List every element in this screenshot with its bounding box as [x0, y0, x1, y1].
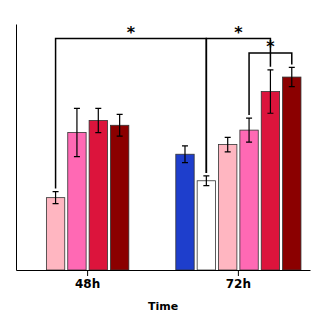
error-bar: [74, 108, 80, 156]
bar: [197, 181, 215, 270]
x-axis-line: [17, 270, 311, 271]
bar: [89, 120, 107, 270]
significance-label: *: [127, 23, 136, 42]
error-bar: [203, 176, 209, 186]
error-bar: [289, 67, 295, 86]
bar: [46, 198, 64, 270]
x-tick-label: 48h: [75, 277, 100, 291]
plot-area: 48h 72h * * *: [17, 23, 311, 291]
x-axis: 48h 72h: [17, 270, 311, 291]
error-bar: [117, 114, 123, 136]
x-tick-mark: [87, 270, 88, 276]
y-axis: [16, 25, 17, 271]
error-bar: [53, 192, 59, 204]
bar: [110, 125, 128, 270]
x-tick: 48h: [75, 270, 100, 291]
error-bar: [182, 146, 188, 163]
bar: [176, 154, 194, 270]
x-tick: 72h: [226, 270, 251, 291]
x-tick-label: 72h: [226, 277, 251, 291]
error-bar: [267, 70, 273, 113]
chart-container: 48h 72h * * * Time: [0, 0, 320, 320]
significance-bracket: [206, 38, 270, 172]
bar: [240, 130, 258, 270]
significance-bracket: [249, 53, 292, 115]
x-axis-label: Time: [148, 300, 178, 313]
annotations: * * *: [56, 23, 292, 189]
significance-label: *: [266, 37, 275, 56]
bars: [46, 67, 301, 270]
bar: [261, 92, 279, 270]
x-tick-mark: [238, 270, 239, 276]
chart-svg: 48h 72h * * * Time: [0, 0, 320, 320]
error-bar: [95, 108, 101, 132]
error-bar: [225, 137, 231, 151]
y-axis-line: [16, 25, 17, 271]
error-bar: [246, 118, 252, 142]
bar: [283, 77, 301, 270]
significance-bracket: [56, 38, 207, 188]
significance-label: *: [234, 23, 243, 42]
bar: [219, 145, 237, 270]
